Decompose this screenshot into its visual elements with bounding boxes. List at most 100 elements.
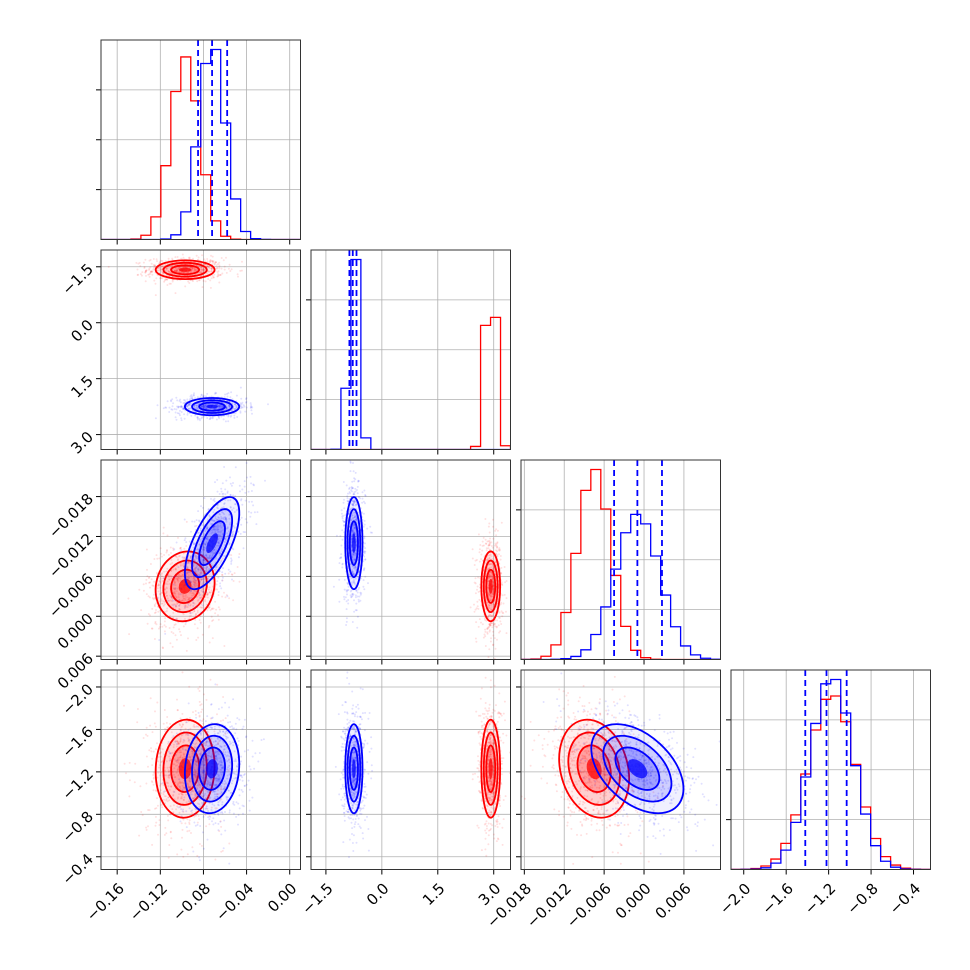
red-point [159,752,162,755]
red-point [147,825,149,828]
red-point [157,833,159,836]
red-point [193,558,196,561]
red-point [161,264,164,267]
red-point [196,802,199,805]
blue-point [248,500,251,503]
red-point [176,797,179,800]
red-point [482,636,485,639]
red-point [144,280,147,283]
blue-point [250,404,252,406]
red-point [492,644,494,647]
red-point [188,611,191,614]
blue-point [171,408,174,411]
red-point [180,848,183,851]
blue-point [202,558,205,561]
red-point [202,279,205,282]
red-point [192,602,195,604]
blue-point [203,404,206,407]
red-point [206,265,209,267]
red-point [181,836,183,839]
red-point [194,760,197,762]
red-point [155,789,158,792]
red-point [486,626,489,629]
blue-point [244,518,247,521]
red-point [200,571,203,574]
blue-point [351,516,354,519]
blue-point [353,558,356,561]
red-point [484,562,487,564]
red-point [182,558,185,561]
blue-point [198,597,201,599]
red-point [501,594,504,597]
red-point [174,776,177,778]
blue-point [199,527,202,530]
red-point [219,768,222,771]
red-point [180,792,182,795]
red-point [477,533,480,536]
red-point [181,793,184,796]
blue-point [185,566,188,569]
red-point [194,584,197,587]
red-point [175,808,178,811]
blue-point [187,579,190,582]
blue-point [201,405,204,408]
blue-point [351,487,354,489]
red-point [188,570,190,573]
red-point [181,271,184,274]
red-point [174,603,177,606]
blue-point [227,415,230,418]
red-point [189,604,192,607]
blue-point [364,502,366,505]
blue-point [180,405,183,408]
red-point [144,271,147,274]
red-point [181,781,184,784]
red-point [178,608,181,611]
red-point [145,593,148,596]
red-point [188,756,191,759]
blue-point [342,501,345,504]
blue-point [351,555,354,557]
red-point [157,771,160,774]
red-point [177,580,180,583]
red-point [182,556,185,559]
blue-point [351,570,354,573]
blue-point [224,537,227,540]
blue-point [251,412,253,415]
blue-point [357,588,360,591]
red-point [181,671,184,674]
blue-point [222,516,225,519]
blue-point [224,488,227,491]
blue-point [190,394,193,397]
blue-point [183,539,186,542]
red-point [489,603,492,606]
red-point [214,807,217,810]
blue-point [185,621,187,624]
red-point [160,265,163,268]
blue-point [362,551,365,554]
red-point [159,593,161,596]
red-point [196,854,199,857]
red-point [216,266,219,269]
blue-point [214,403,217,406]
red-point [179,740,182,743]
blue-point [352,561,355,564]
blue-point [202,581,205,584]
blue-point [210,416,212,419]
red-point [473,581,476,584]
blue-point [253,484,255,487]
red-point [145,269,148,272]
red-point [488,630,491,633]
blue-point [170,400,173,403]
red-point [178,742,181,745]
red-point [499,558,502,561]
blue-point [189,397,192,400]
blue-point [195,555,198,558]
red-point [500,601,503,604]
red-point [145,274,147,277]
red-point [168,574,171,577]
blue-point [350,543,353,546]
red-point [193,610,196,612]
blue-point [207,407,210,410]
red-point [163,601,166,604]
panel-2-1 [306,459,511,665]
